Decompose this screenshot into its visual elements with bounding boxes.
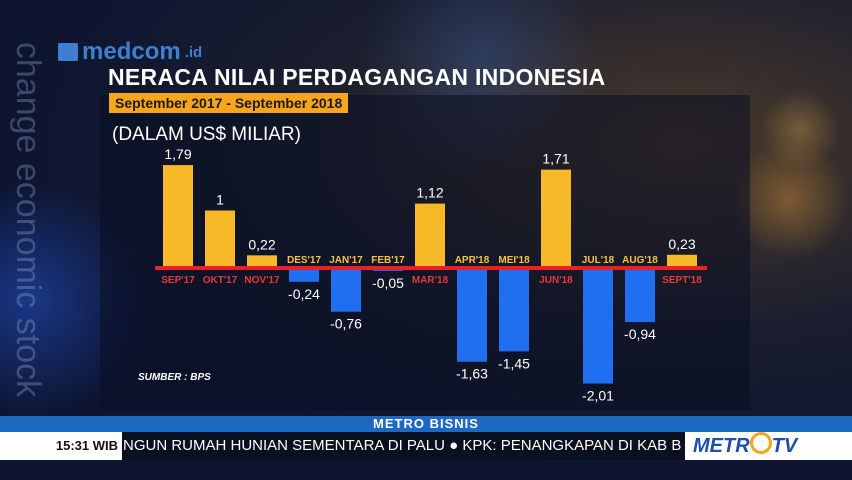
data-label: -1,45 (498, 355, 530, 371)
category-label: SEPT'18 (662, 275, 702, 286)
baseline (155, 266, 707, 270)
data-label: 1,71 (542, 151, 569, 167)
bar (331, 268, 361, 312)
data-label: -0,24 (288, 286, 320, 302)
bar (499, 268, 529, 352)
chart-subtitle: September 2017 - September 2018 (109, 93, 349, 113)
category-label: OKT'17 (203, 275, 238, 286)
bar (457, 268, 487, 362)
eagle-logo-icon (749, 432, 772, 454)
medcom-logo-icon (58, 43, 78, 61)
data-label: -0,94 (624, 326, 656, 342)
bar (583, 268, 613, 384)
data-label: -0,05 (372, 275, 404, 291)
category-label: JUN'18 (539, 275, 573, 286)
category-label: SEP'17 (161, 275, 195, 286)
unit-label: (DALAM US$ MILIAR) (112, 124, 301, 145)
data-label: 1 (216, 192, 224, 208)
bar (541, 169, 571, 268)
chart-title: NERACA NILAI PERDAGANGAN INDONESIA (108, 64, 606, 90)
bar (625, 268, 655, 323)
bar (289, 268, 319, 282)
data-label: 1,12 (416, 185, 443, 201)
category-label: JUL'18 (582, 255, 615, 266)
metrotv-logo: METR TV (685, 432, 852, 460)
data-label: -2,01 (582, 388, 614, 404)
bar (667, 254, 697, 268)
clock: 15:31 WIB (0, 432, 122, 460)
category-label: JAN'17 (329, 255, 363, 266)
program-bar: METRO BISNIS (0, 416, 852, 432)
data-label: -0,76 (330, 316, 362, 332)
data-label: 0,22 (248, 236, 275, 252)
bar (415, 203, 445, 268)
medcom-logo: medcom .id (58, 38, 202, 66)
bar (205, 210, 235, 268)
category-label: FEB'17 (371, 255, 405, 266)
category-label: MEI'18 (498, 255, 530, 266)
category-label: DES'17 (287, 255, 322, 266)
category-label: APR'18 (455, 255, 490, 266)
data-label: -1,63 (456, 366, 488, 382)
bar (247, 255, 277, 268)
brand-suffix: .id (184, 43, 203, 61)
data-label: 0,23 (668, 236, 695, 252)
category-label: MAR'18 (412, 275, 449, 286)
brand-name: medcom (82, 38, 181, 65)
news-ticker: 15:31 WIB NGUN RUMAH HUNIAN SEMENTARA DI… (0, 432, 852, 460)
category-label: AUG'18 (622, 255, 658, 266)
source-label: SUMBER : BPS (138, 372, 211, 383)
ticker-headline: NGUN RUMAH HUNIAN SEMENTARA DI PALU ● KP… (123, 437, 682, 454)
bar (163, 165, 193, 268)
category-label: NOV'17 (244, 275, 280, 286)
data-label: 1,79 (164, 146, 191, 162)
